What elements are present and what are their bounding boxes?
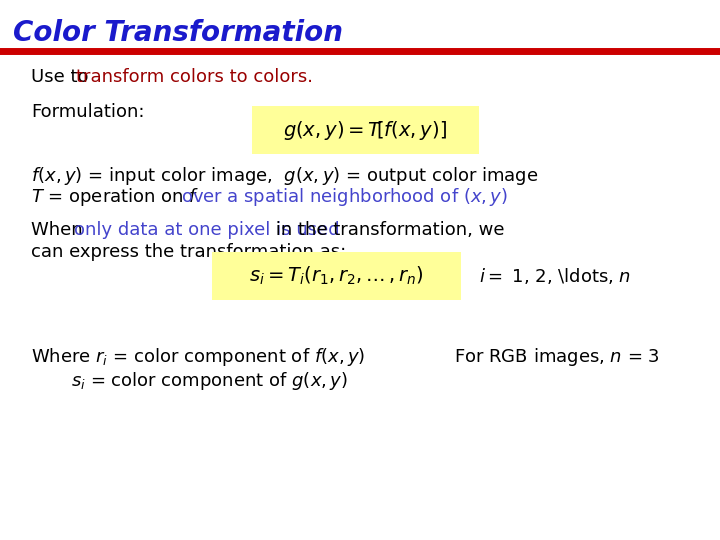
FancyBboxPatch shape — [252, 106, 479, 154]
Text: Color Transformation: Color Transformation — [13, 19, 343, 47]
Text: only data at one pixel is used: only data at one pixel is used — [74, 221, 340, 239]
Text: $s_i$ = color component of $g(x,y)$: $s_i$ = color component of $g(x,y)$ — [71, 370, 348, 392]
Text: Use to: Use to — [31, 68, 94, 85]
Text: over a spatial neighborhood of $(x,y)$: over a spatial neighborhood of $(x,y)$ — [181, 186, 508, 208]
Text: in the transformation, we: in the transformation, we — [270, 221, 505, 239]
Text: transform colors to colors.: transform colors to colors. — [76, 68, 312, 85]
Text: $f(x,y)$ = input color image,  $g(x,y)$ = output color image: $f(x,y)$ = input color image, $g(x,y)$ =… — [31, 165, 539, 187]
Text: $s_i = T_i(r_1, r_2,\ldots\,,r_n)$: $s_i = T_i(r_1, r_2,\ldots\,,r_n)$ — [249, 265, 423, 287]
FancyBboxPatch shape — [212, 252, 461, 300]
Text: When: When — [31, 221, 89, 239]
Text: $g(x, y) = T\!\left[f(x, y)\right]$: $g(x, y) = T\!\left[f(x, y)\right]$ — [283, 119, 447, 141]
Text: $i=$ 1, 2, \ldots, $n$: $i=$ 1, 2, \ldots, $n$ — [479, 266, 631, 286]
Text: Where $r_i$ = color component of $f(x,y)$: Where $r_i$ = color component of $f(x,y)… — [31, 346, 365, 368]
Text: Formulation:: Formulation: — [31, 103, 145, 120]
Text: For RGB images, $n$ = 3: For RGB images, $n$ = 3 — [454, 346, 660, 368]
Text: can express the transformation as:: can express the transformation as: — [31, 243, 346, 261]
Text: $T$ = operation on $f$: $T$ = operation on $f$ — [31, 186, 199, 208]
